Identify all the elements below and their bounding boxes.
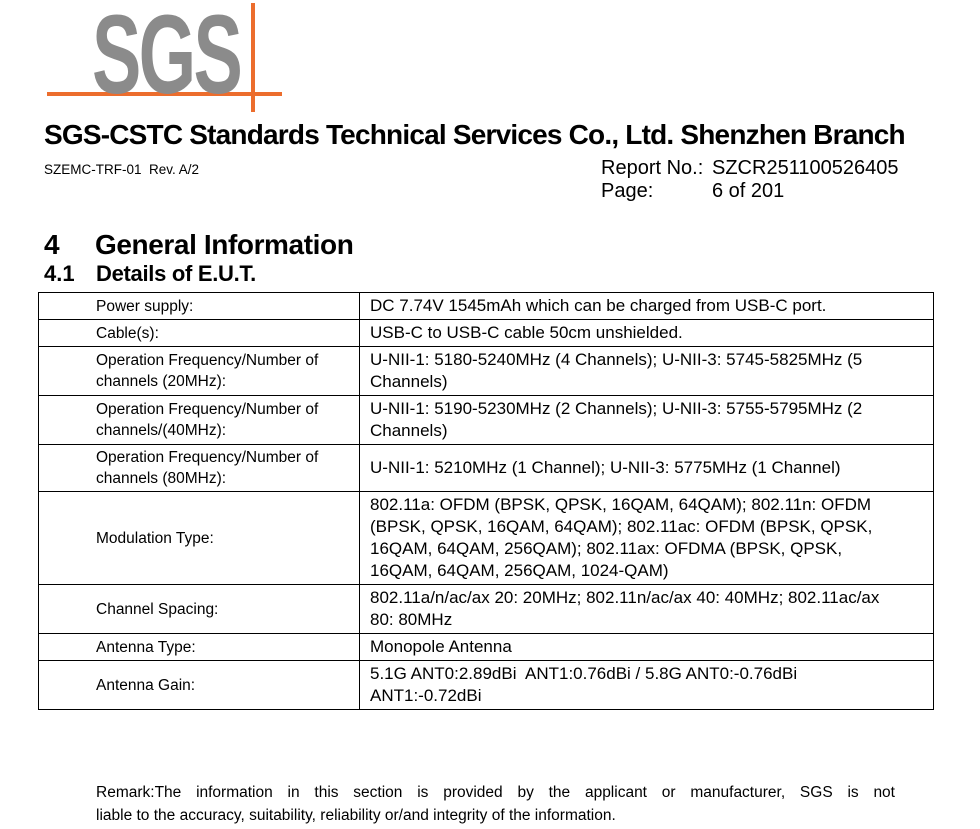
row-value: 5.1G ANT0:2.89dBi ANT1:0.76dBi / 5.8G AN… (359, 660, 934, 710)
table-row: Operation Frequency/Number of channels (… (38, 444, 934, 492)
logo-underline-bar (47, 92, 282, 96)
row-value: 802.11a/n/ac/ax 20: 20MHz; 802.11n/ac/ax… (359, 584, 934, 634)
section-number: 4 (44, 229, 60, 260)
row-value: Monopole Antenna (359, 633, 934, 661)
row-label: Operation Frequency/Number of channels (… (38, 444, 360, 492)
sgs-logo-text: SGS (92, 0, 243, 117)
page-value: 6 of 201 (712, 180, 785, 202)
section-title: General Information (95, 229, 354, 260)
row-value: DC 7.74V 1545mAh which can be charged fr… (359, 292, 934, 320)
remark-line-2: liable to the accuracy, suitability, rel… (96, 807, 616, 824)
row-label: Antenna Gain: (38, 660, 360, 710)
row-label: Channel Spacing: (38, 584, 360, 634)
sgs-logo: SGS (47, 0, 287, 117)
subsection-title: Details of E.U.T. (96, 261, 256, 286)
row-label: Cable(s): (38, 319, 360, 347)
page-label: Page: (601, 180, 654, 202)
row-label: Operation Frequency/Number of channels/(… (38, 395, 360, 445)
subsection-heading: 4.1 Details of E.U.T. (44, 261, 256, 287)
table-row: Power supply: DC 7.74V 1545mAh which can… (38, 292, 934, 320)
eut-details-table: Power supply: DC 7.74V 1545mAh which can… (38, 292, 934, 710)
remark-text: Remark:The information in this section i… (96, 781, 895, 827)
logo-vertical-bar (251, 3, 255, 112)
row-label: Antenna Type: (38, 633, 360, 661)
row-label: Power supply: (38, 292, 360, 320)
row-value: U-NII-1: 5180-5240MHz (4 Channels); U-NI… (359, 346, 934, 396)
table-row: Operation Frequency/Number of channels/(… (38, 395, 934, 445)
row-label: Modulation Type: (38, 491, 360, 585)
company-title: SGS-CSTC Standards Technical Services Co… (44, 119, 906, 150)
row-label: Operation Frequency/Number of channels (… (38, 346, 360, 396)
subsection-number: 4.1 (44, 261, 75, 286)
report-no-value: SZCR251100526405 (712, 157, 899, 179)
row-value: 802.11a: OFDM (BPSK, QPSK, 16QAM, 64QAM)… (359, 491, 934, 585)
table-row: Antenna Gain: 5.1G ANT0:2.89dBi ANT1:0.7… (38, 660, 934, 710)
report-info: Report No.: SZCR251100526405 Page: 6 of … (601, 157, 898, 203)
table-row: Antenna Type: Monopole Antenna (38, 633, 934, 661)
row-value: USB-C to USB-C cable 50cm unshielded. (359, 319, 934, 347)
form-code: SZEMC-TRF-01 Rev. A/2 (44, 162, 200, 177)
table-row: Channel Spacing: 802.11a/n/ac/ax 20: 20M… (38, 584, 934, 634)
row-value: U-NII-1: 5210MHz (1 Channel); U-NII-3: 5… (359, 444, 934, 492)
row-value: U-NII-1: 5190-5230MHz (2 Channels); U-NI… (359, 395, 934, 445)
table-row: Modulation Type: 802.11a: OFDM (BPSK, QP… (38, 491, 934, 585)
section-heading: 4 General Information (44, 229, 354, 261)
table-row: Operation Frequency/Number of channels (… (38, 346, 934, 396)
report-no-label: Report No.: (601, 157, 704, 179)
table-row: Cable(s): USB-C to USB-C cable 50cm unsh… (38, 319, 934, 347)
remark-line-1: Remark:The information in this section i… (96, 784, 895, 801)
